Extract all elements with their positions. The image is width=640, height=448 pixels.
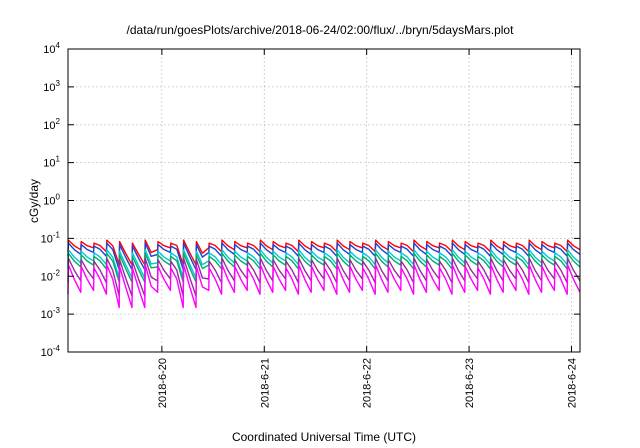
x-axis-label: Coordinated Universal Time (UTC) — [232, 430, 416, 444]
y-tick-label: 101 — [43, 155, 60, 170]
x-tick-label: 2018-6-21 — [259, 358, 271, 408]
series-line — [67, 264, 581, 309]
y-axis-label: cGy/day — [27, 179, 41, 223]
y-tick-label: 10-4 — [41, 344, 61, 359]
y-tick-label: 10-2 — [41, 268, 61, 283]
y-tick-label: 102 — [43, 117, 60, 132]
chart-title: /data/run/goesPlots/archive/2018-06-24/0… — [127, 23, 515, 37]
x-tick-label: 2018-6-24 — [566, 358, 578, 408]
x-tick-label: 2018-6-22 — [362, 358, 374, 408]
y-tick-label: 10-1 — [41, 230, 61, 245]
x-tick-label: 2018-6-23 — [464, 358, 476, 408]
x-tick-label: 2018-6-20 — [157, 358, 169, 408]
data-series — [67, 239, 581, 309]
y-tick-label: 100 — [43, 193, 60, 208]
y-tick-label: 104 — [43, 41, 60, 56]
y-axis: 10-4 10-3 10-2 10-1 100 101 102 103 104 — [41, 41, 580, 359]
x-axis: 2018-6-20 2018-6-21 2018-6-22 2018-6-23 2018… — [157, 49, 578, 408]
y-tick-label: 103 — [43, 79, 60, 94]
y-tick-label: 10-3 — [41, 306, 61, 321]
